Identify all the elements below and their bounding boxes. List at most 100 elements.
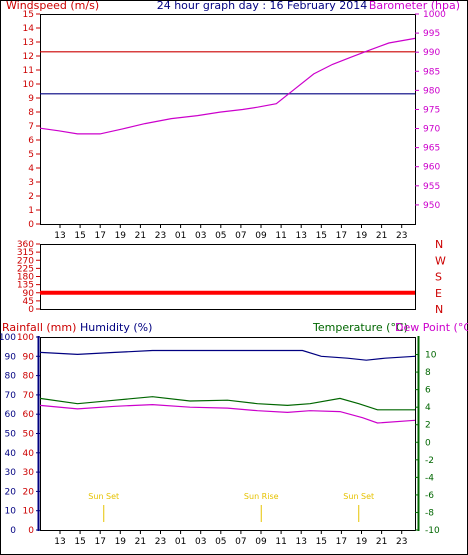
windspeed-tick-label: 5 [28,150,34,160]
temperature-tick-label: 10 [425,351,437,361]
barometer-tick-label: 975 [423,105,440,115]
temperature-tick-label: -6 [425,491,434,501]
header-right-title: Barometer (hpa) [369,0,460,12]
direction-tick-label: 135 [17,281,34,291]
panel3-time-axis: 13 15 17 19 21 23 01 03 05 07 09 11 13 15 17 19 21 23 [54,530,407,547]
direction-tick-label: 45 [23,297,34,307]
barometer-tick-label: 955 [423,182,440,192]
panel1-series-line-2 [39,37,416,135]
time-tick-label: 17 [94,231,105,241]
windspeed-tick-label: 14 [23,24,35,34]
barometer-tick-label: 965 [423,144,440,154]
compass-label: W [435,254,446,267]
time-tick-label: 17 [94,537,105,547]
windspeed-tick-label: 10 [23,80,35,90]
time-tick-label: 01 [175,231,186,241]
panel3-series [39,349,416,424]
barometer-tick-label: 995 [423,29,440,39]
humidity-tick-label: 30 [5,468,17,478]
windspeed-tick-label: 1 [28,206,34,216]
time-tick-label: 11 [275,537,286,547]
direction-tick-label: 90 [23,289,35,299]
direction-tick-label: 225 [17,264,34,274]
time-tick-label: 23 [396,231,407,241]
panel3-series-line-0 [39,349,416,361]
windspeed-tick-label: 15 [23,10,34,20]
compass-label: N [435,303,443,316]
humidity-tick-label: 80 [5,372,17,382]
header-center-title: 24 hour graph day : 16 February 2014 [157,0,368,12]
barometer-tick-label: 990 [423,48,440,58]
barometer-tick-label: 950 [423,201,440,211]
time-tick-label: 21 [135,537,146,547]
time-tick-label: 13 [295,537,306,547]
windspeed-tick-label: 2 [28,192,34,202]
barometer-tick-label: 980 [423,86,440,96]
rainfall-tick-label: 100 [17,333,34,343]
temperature-tick-label: -2 [425,456,434,466]
time-tick-label: 15 [74,231,85,241]
barometer-tick-label: 1000 [423,10,446,20]
direction-tick-label: 360 [17,240,34,250]
legend-humidity: Humidity (%) [80,321,152,334]
time-tick-label: 21 [376,537,387,547]
rainfall-tick-label: 10 [23,507,35,517]
panel1-frame [40,14,416,225]
humidity-tick-label: 100 [0,333,16,343]
direction-tick-label: 270 [17,256,34,266]
rainfall-tick-label: 60 [23,410,35,420]
compass-label: S [435,271,442,284]
humidity-tick-label: 40 [5,449,17,459]
sun-annotations: Sun Set Sun Rise Sun Set [88,492,374,522]
sun-marker-label: Sun Rise [244,492,279,501]
barometer-tick-label: 985 [423,67,440,77]
rainfall-tick-label: 80 [23,372,35,382]
windspeed-tick-label: 12 [23,52,34,62]
time-tick-label: 13 [295,231,306,241]
sun-marker-label: Sun Set [343,492,374,501]
panel2-frame [40,244,416,310]
time-tick-label: 21 [376,231,387,241]
time-tick-label: 13 [54,537,65,547]
time-tick-label: 07 [235,231,246,241]
humidity-tick-label: 50 [5,430,17,440]
time-tick-label: 15 [74,537,85,547]
time-tick-label: 19 [356,537,368,547]
panel1-series [39,37,416,135]
compass-label: N [435,238,443,251]
rainfall-tick-label: 70 [23,391,35,401]
time-tick-label: 17 [336,231,347,241]
humidity-tick-label: 70 [5,391,17,401]
legend-dewpoint: Dew Point (°C) [395,321,468,334]
humidity-tick-label: 10 [5,507,17,517]
panel3-series-line-1 [39,396,415,411]
time-tick-label: 19 [115,537,127,547]
time-tick-label: 11 [275,231,286,241]
legend-rainfall: Rainfall (mm) [2,321,76,334]
temperature-tick-label: 8 [425,368,431,378]
temperature-tick-label: 2 [425,421,431,431]
windspeed-tick-label: 8 [28,108,34,118]
rainfall-tick-label: 0 [28,526,34,536]
temperature-tick-label: 4 [425,403,431,413]
temperature-tick-label: -10 [425,526,440,536]
time-tick-label: 23 [155,537,166,547]
time-tick-label: 15 [316,231,327,241]
direction-tick-label: 0 [28,305,34,315]
time-tick-label: 09 [255,231,267,241]
windspeed-tick-label: 0 [28,220,34,230]
windspeed-tick-label: 9 [28,94,34,104]
humidity-tick-label: 20 [5,487,17,497]
windspeed-tick-label: 4 [28,164,34,174]
windspeed-tick-label: 3 [28,178,34,188]
direction-tick-label: 315 [17,248,34,258]
time-tick-label: 23 [155,231,166,241]
time-tick-label: 15 [316,537,327,547]
compass-label: E [435,287,442,300]
